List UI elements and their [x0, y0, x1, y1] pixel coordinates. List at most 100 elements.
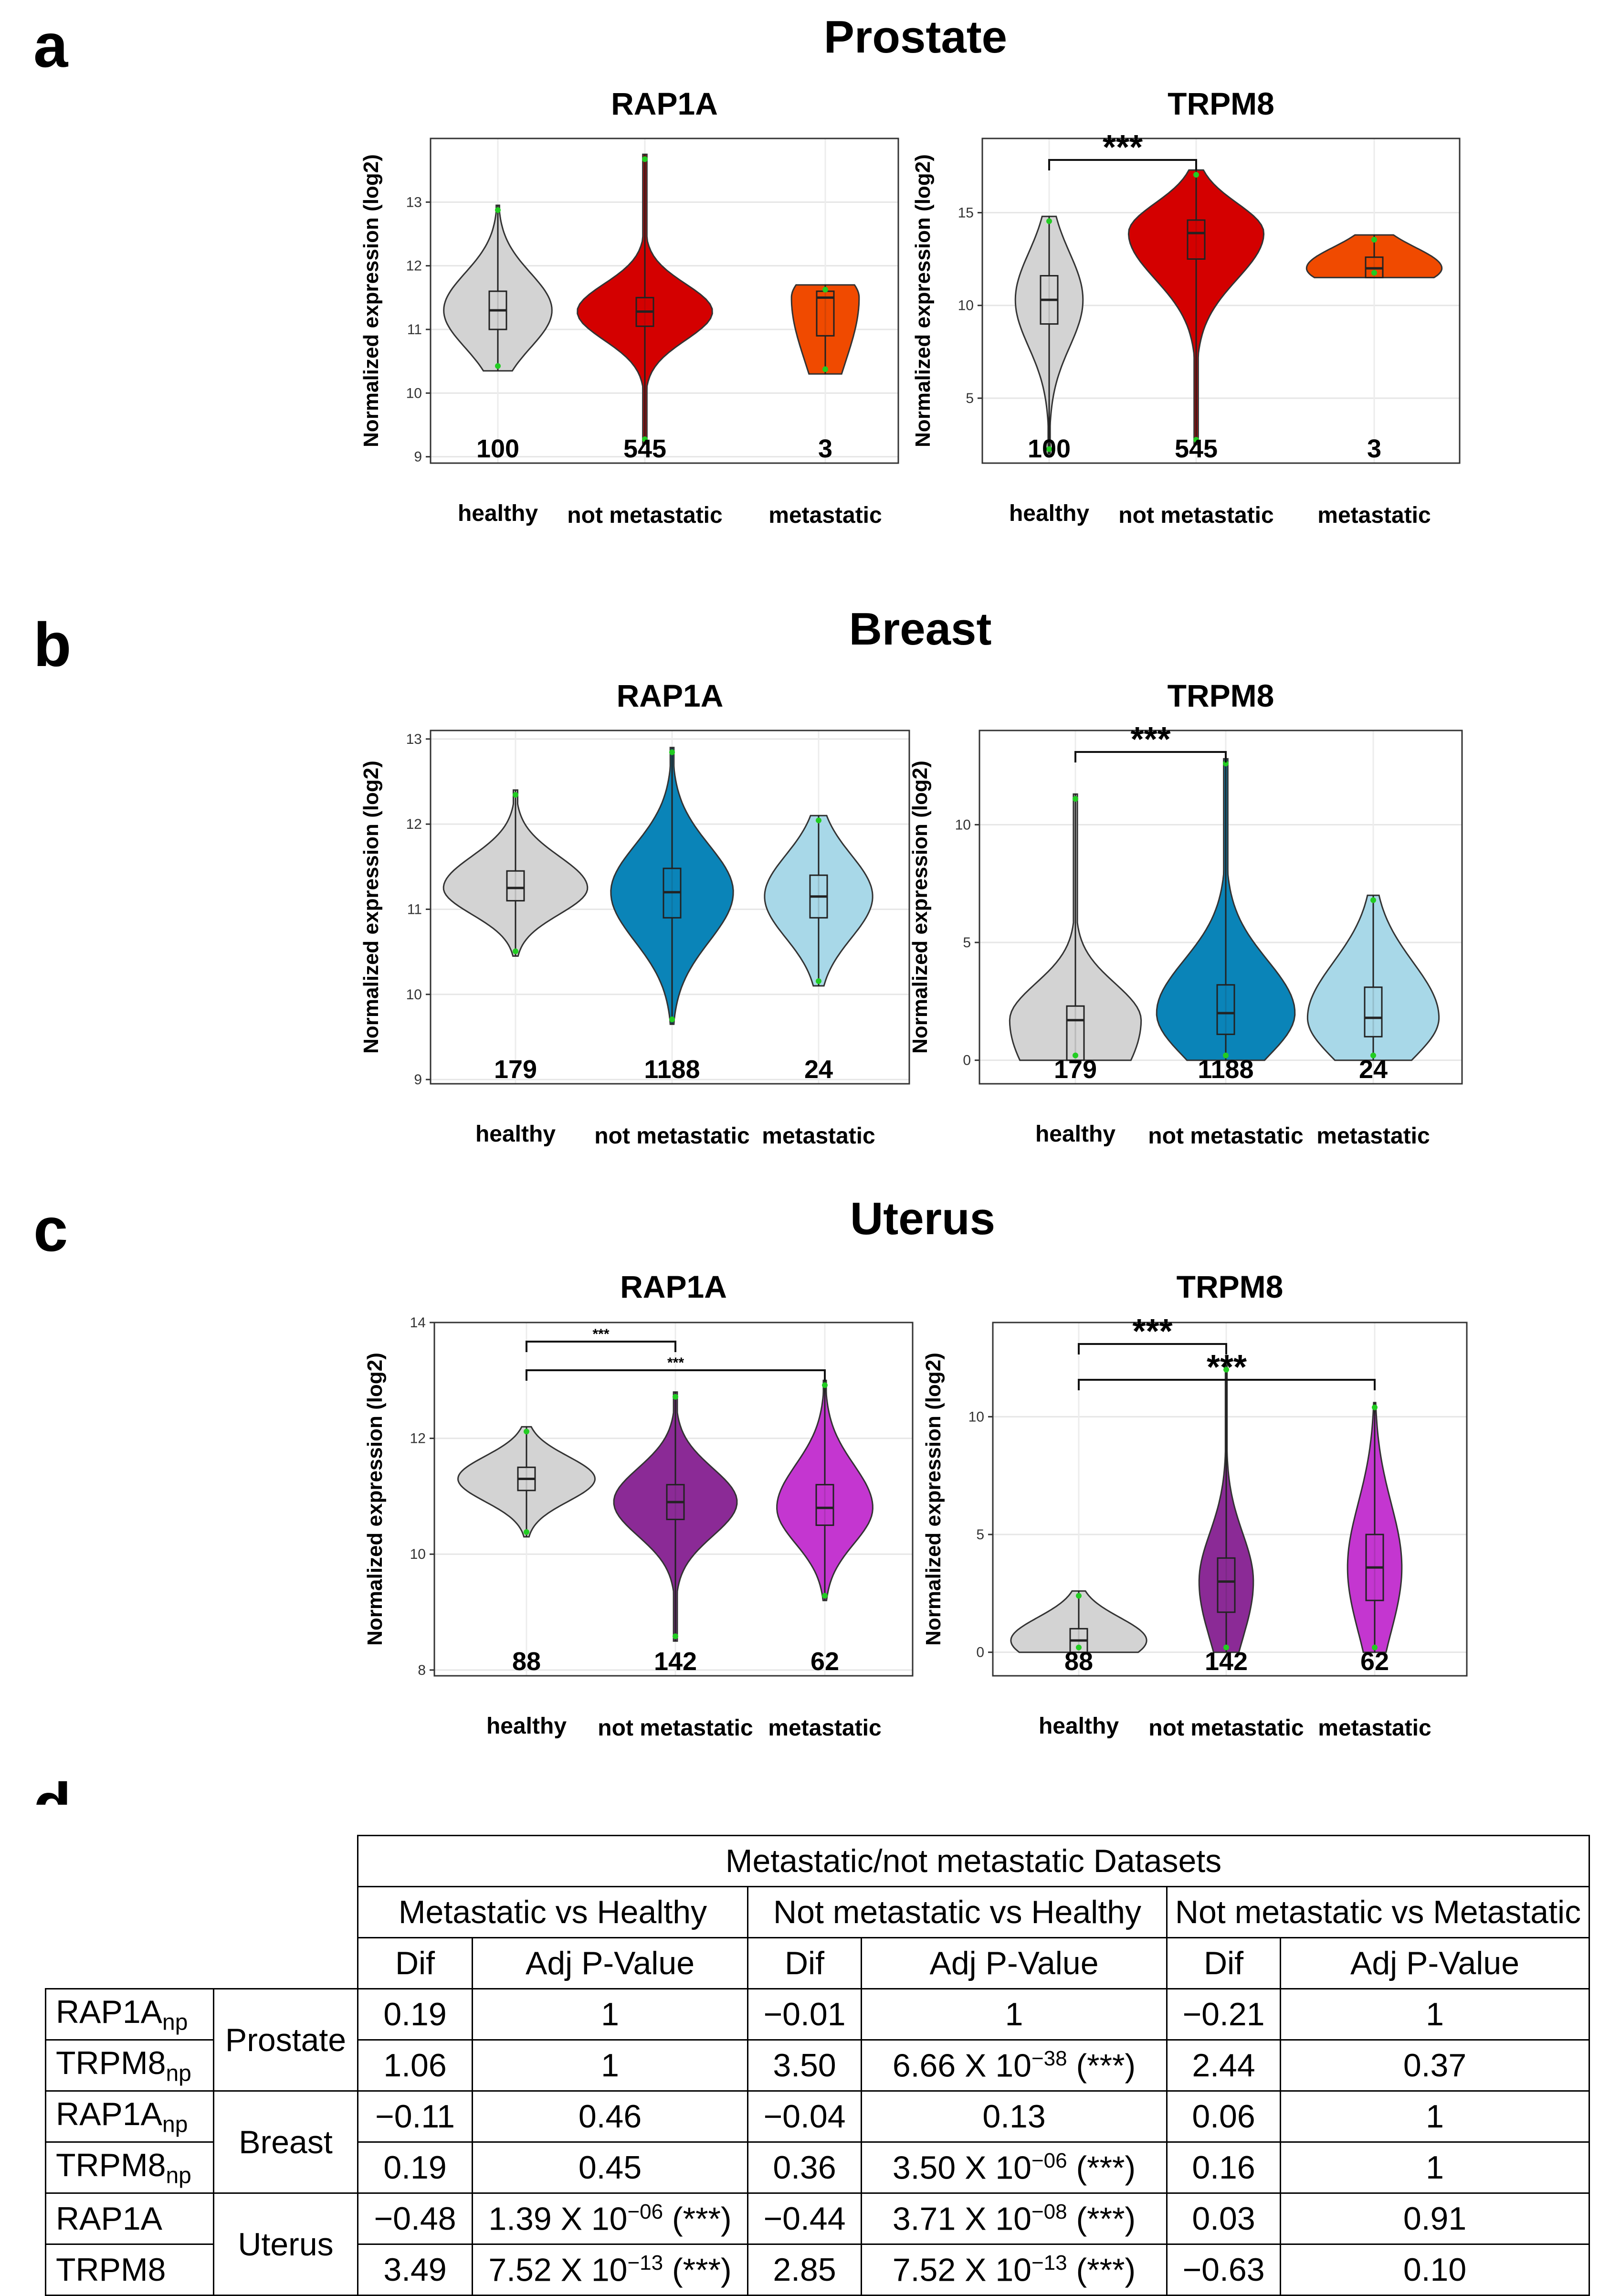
outlier-point — [513, 948, 518, 954]
significance-label: *** — [1132, 1312, 1172, 1351]
column-header: Dif — [1166, 1937, 1281, 1989]
significance-label: *** — [1103, 128, 1143, 167]
significance-label: *** — [1130, 720, 1170, 759]
gene-cell: TRPM8 — [45, 2243, 214, 2296]
value-cell: −0.04 — [747, 2090, 862, 2143]
gene-name: RAP1A — [56, 1993, 162, 2030]
significance-stars: (***) — [1067, 2252, 1136, 2288]
significance-stars: (***) — [1067, 2201, 1136, 2237]
outlier-point — [524, 1428, 529, 1435]
y-tick-label: 11 — [407, 322, 422, 338]
table-title: Metastatic/not metastatic Datasets — [357, 1835, 1590, 1887]
y-tick-label: 11 — [407, 901, 422, 917]
outlier-point — [816, 817, 821, 824]
category-label-healthy: healthy — [1035, 1122, 1115, 1147]
value-cell: 0.46 — [472, 2090, 748, 2143]
table-header-row: Metastatic/not metastatic Datasets — [46, 1835, 1590, 1887]
section-title-breast: Breast — [849, 603, 992, 655]
sample-count: 88 — [512, 1647, 541, 1676]
column-header: Dif — [747, 1937, 862, 1989]
category-label-metastatic: metastatic — [768, 1715, 881, 1741]
gene-name: TRPM8 — [56, 2147, 166, 2183]
plot-title: RAP1A — [611, 86, 718, 121]
y-tick-label: 13 — [406, 194, 422, 210]
category-label-not-metastatic: not metastatic — [1118, 503, 1273, 528]
pvalue-mantissa: 3.71 X 10 — [892, 2201, 1031, 2237]
value-cell: 2.85 — [747, 2243, 862, 2296]
empty-cell — [46, 1887, 358, 1938]
panel-label-a: a — [33, 11, 69, 80]
column-header: Adj P-Value — [861, 1937, 1168, 1989]
pvalue-mantissa: 6.66 X 10 — [892, 2047, 1031, 2084]
panel-prostate-trpm8: TRPM8 Normalized expression (log2) 5 10 15 10… — [911, 86, 1461, 528]
pvalue-exponent: −13 — [627, 2251, 663, 2275]
value-cell: 3.49 — [357, 2243, 473, 2296]
column-header: Adj P-Value — [472, 1937, 748, 1989]
pvalue-mantissa: 7.52 X 10 — [488, 2252, 628, 2288]
gene-cell: TRPM8np — [45, 2141, 214, 2194]
plot-frame — [430, 138, 899, 464]
value-cell: 0.10 — [1280, 2243, 1590, 2296]
outlier-point — [1223, 1052, 1229, 1058]
sample-count: 545 — [1175, 434, 1218, 463]
y-tick-label: 5 — [976, 1527, 984, 1543]
sample-count: 179 — [1054, 1055, 1097, 1084]
y-tick-label: 5 — [966, 391, 974, 406]
pvalue-cell: 6.66 X 10−38 (***) — [861, 2039, 1168, 2092]
plot-frame — [979, 730, 1463, 1085]
value-cell: 1 — [472, 2039, 748, 2092]
tissue-cell: Breast — [213, 2090, 358, 2194]
sample-count: 62 — [810, 1647, 839, 1676]
category-label-healthy: healthy — [1009, 501, 1089, 526]
outlier-point — [642, 156, 648, 162]
category-label-metastatic: metastatic — [1317, 503, 1431, 528]
table-row: RAP1Anp Breast −0.11 0.46 −0.04 0.13 0.06 1 — [45, 2090, 1590, 2194]
outlier-point — [822, 1593, 828, 1599]
outlier-point — [1371, 270, 1377, 276]
tissue-cell: Uterus — [213, 2192, 358, 2296]
significance-bracket — [526, 1341, 676, 1352]
y-tick-label: 10 — [406, 987, 422, 1003]
panel-label-c: c — [33, 1195, 68, 1264]
panel-label-b: b — [33, 610, 71, 679]
y-axis-label: Normalized expression (log2) — [359, 761, 383, 1054]
panel-uterus-rap1a: RAP1A Normalized expression (log2) 8 10 12 14… — [363, 1269, 914, 1741]
plot-title: TRPM8 — [1168, 678, 1274, 713]
iqr-box — [1364, 986, 1383, 1037]
value-cell: 0.45 — [472, 2141, 748, 2194]
value-cell: 1 — [472, 1988, 748, 2041]
iqr-box — [1187, 219, 1206, 260]
sample-count: 100 — [1028, 434, 1071, 463]
y-tick-label: 10 — [968, 1409, 984, 1425]
figure: a b c d Prostate Breast Uterus RAP1A Normalized … — [33, 11, 1468, 1805]
outlier-point — [822, 366, 828, 372]
outlier-point — [495, 207, 501, 213]
outlier-point — [673, 1633, 678, 1640]
significance-stars: (***) — [663, 2252, 732, 2288]
y-tick-label: 12 — [410, 1431, 426, 1447]
outlier-point — [1193, 172, 1199, 178]
value-cell: −0.21 — [1166, 1988, 1281, 2041]
category-label-metastatic: metastatic — [768, 503, 882, 528]
y-tick-label: 10 — [958, 298, 974, 314]
column-header: Adj P-Value — [1280, 1937, 1590, 1989]
value-cell: −0.48 — [357, 2192, 473, 2245]
significance-stars: (***) — [1067, 2047, 1136, 2084]
y-tick-label: 12 — [406, 258, 422, 274]
plot-title: TRPM8 — [1168, 86, 1274, 121]
value-cell: −0.63 — [1166, 2243, 1281, 2296]
sample-count: 1188 — [644, 1055, 700, 1084]
y-tick-label: 5 — [963, 935, 971, 951]
outlier-point — [1076, 1644, 1082, 1651]
value-cell: 3.50 — [747, 2039, 862, 2092]
group-header: Not metastatic vs Metastatic — [1166, 1886, 1590, 1938]
significance-bracket — [526, 1369, 826, 1381]
value-cell: −0.44 — [747, 2192, 862, 2245]
pvalue-cell: 3.71 X 10−08 (***) — [861, 2192, 1168, 2245]
value-cell: −0.01 — [747, 1988, 862, 2041]
table-col-row: Dif Adj P-Value Dif Adj P-Value Dif Adj P-Val… — [45, 1937, 1590, 1989]
column-header: Dif — [357, 1937, 473, 1989]
plot-frame — [430, 730, 910, 1085]
category-label-not-metastatic: not metastatic — [567, 503, 722, 528]
empty-cell — [45, 1937, 358, 1989]
